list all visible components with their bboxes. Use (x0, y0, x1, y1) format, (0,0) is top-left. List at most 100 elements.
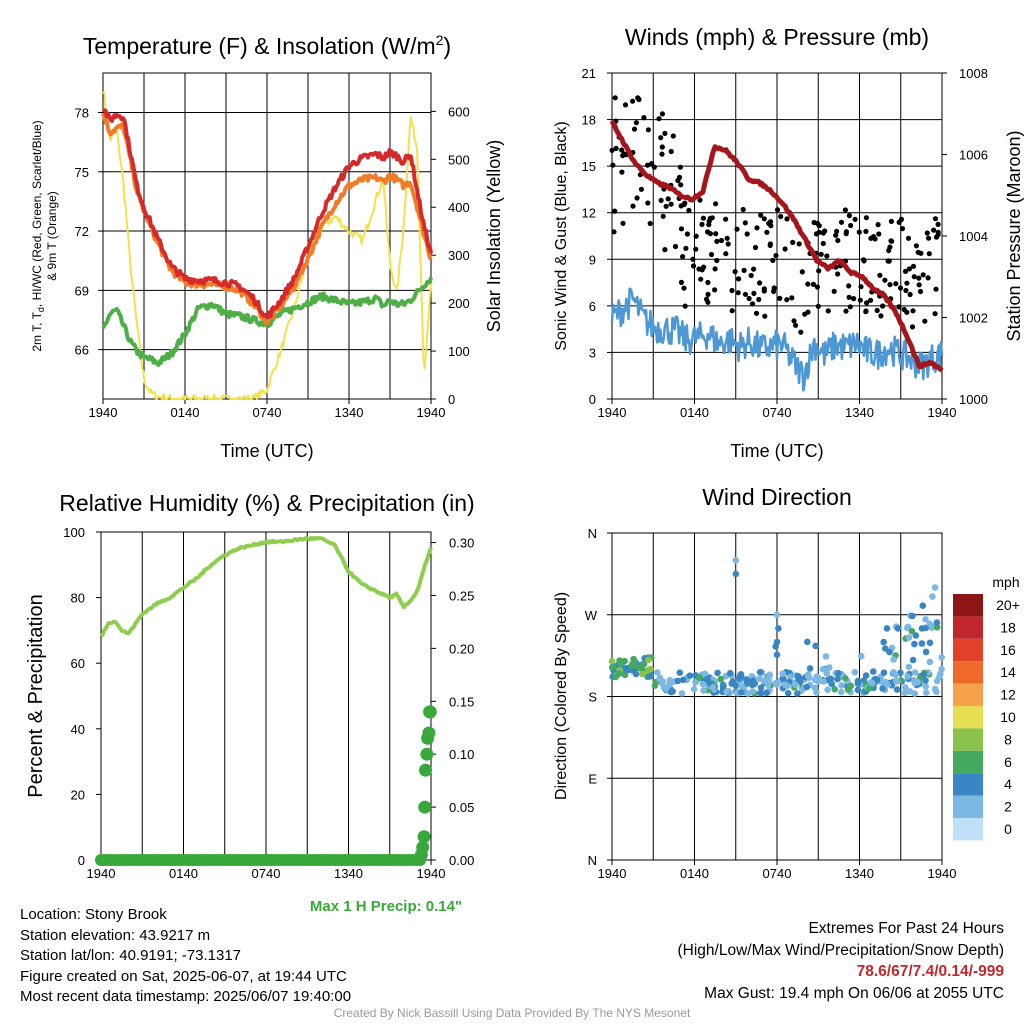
wdir-point (794, 672, 802, 680)
gust-point (621, 151, 627, 157)
precip-point (423, 705, 437, 719)
gust-point (672, 243, 679, 250)
wdir-point (794, 690, 801, 697)
wdir-point (764, 676, 772, 683)
gust-point (613, 145, 619, 151)
wdir-point (908, 627, 916, 635)
wdir-point (735, 675, 743, 682)
rh-ytick-label: 60 (71, 656, 85, 671)
wind-ytick-label: 3 (589, 345, 596, 360)
gust-point (814, 284, 821, 290)
gust-point (835, 237, 841, 244)
precip-ytick-label: 0.20 (449, 641, 474, 656)
credit-line: Created By Nick Bassill Using Data Provi… (333, 1006, 691, 1020)
gust-point (876, 231, 882, 237)
wdir-point (894, 625, 902, 632)
wdir-point (883, 625, 891, 632)
gust-point (822, 228, 828, 234)
extremes-subtitle: (High/Low/Max Wind/Precipitation/Snow De… (677, 941, 1005, 959)
gust-point (777, 295, 783, 301)
wdir-point (654, 669, 661, 676)
gust-point (904, 280, 910, 286)
gust-point (659, 151, 665, 157)
wind-panel-xtick-label: 1940 (598, 405, 627, 420)
rh-panel-xtick-label: 0140 (169, 866, 198, 881)
insolation-ylabel: Solar Insolation (Yellow) (484, 140, 504, 332)
gust-point (725, 241, 731, 247)
wdir-point (756, 675, 763, 682)
gust-point (678, 203, 684, 209)
station-location: Location: Stony Brook (20, 906, 167, 923)
gust-point (846, 213, 853, 219)
gust-point (699, 221, 705, 227)
precip-point (420, 747, 434, 761)
wdir-point (717, 675, 725, 683)
wdir-point (838, 688, 845, 696)
gust-point (835, 271, 841, 277)
wdir-point (901, 689, 909, 697)
gust-point (878, 313, 884, 319)
gust-point (847, 304, 853, 310)
wind-title: Winds (mph) & Pressure (mb) (625, 24, 929, 50)
wind-panel-xtick-label: 0140 (680, 405, 709, 420)
wdir-point (749, 677, 757, 685)
gust-point (910, 263, 917, 269)
wdir-point (865, 685, 873, 692)
wdir-point (838, 682, 845, 689)
temp-panel-xtick-label: 0140 (171, 405, 200, 420)
wdir-point (926, 639, 934, 647)
station-info: Location: Stony Brook Station elevation:… (20, 905, 351, 1008)
wdir-point (870, 668, 877, 675)
gust-point (645, 127, 652, 133)
gust-point (922, 318, 928, 324)
wdir-point (911, 679, 918, 687)
gust-point (917, 288, 924, 295)
gust-point (857, 297, 863, 303)
wdir-point (780, 675, 787, 683)
wdir-point (886, 648, 893, 656)
gust-point (920, 272, 926, 278)
gust-point (935, 221, 941, 227)
gust-point (751, 266, 757, 272)
gust-point (735, 290, 741, 296)
wdir-point (882, 678, 889, 686)
wdir-point (782, 681, 789, 689)
wdir-point (773, 651, 781, 658)
wdir-point (909, 656, 917, 664)
gust-point (813, 231, 820, 237)
gust-point (863, 308, 869, 314)
gust-point (764, 229, 770, 235)
gust-point (926, 251, 932, 257)
most-recent-timestamp: Most recent data timestamp: 2025/06/07 1… (20, 988, 352, 1005)
wind-xlabel: Time (UTC) (730, 441, 823, 461)
gust-point (825, 308, 831, 314)
gust-point (846, 294, 852, 300)
gust-point (612, 95, 618, 101)
wdir-point (854, 680, 862, 687)
speed-legend-swatch (953, 661, 983, 684)
gust-point (676, 174, 683, 180)
wdir-panel-xtick-label: 1940 (928, 866, 957, 881)
wdir-point (854, 686, 862, 694)
wdir-point (929, 593, 936, 600)
gust-point (619, 169, 625, 175)
gust-point (790, 239, 796, 245)
rh-panel-xtick-label: 0740 (252, 866, 281, 881)
speed-legend-title: mph (992, 574, 1019, 590)
gust-point (665, 196, 671, 202)
gust-point (782, 246, 788, 252)
wdir-point (803, 683, 811, 691)
rh-panel-xtick-label: 1940 (87, 866, 116, 881)
gust-point (774, 207, 781, 213)
wdir-point (844, 686, 852, 693)
wdir-point (757, 684, 765, 691)
insolation-ytick-label: 300 (448, 248, 470, 263)
precip-ytick-label: 0.15 (449, 694, 474, 709)
wdir-ylabel: Direction (Colored By Speed) (553, 592, 570, 800)
station-elevation: Station elevation: 43.9217 m (20, 926, 211, 944)
gust-point (635, 95, 641, 101)
gust-point (736, 276, 742, 282)
gust-point (693, 246, 699, 252)
wdir-point (824, 686, 831, 694)
